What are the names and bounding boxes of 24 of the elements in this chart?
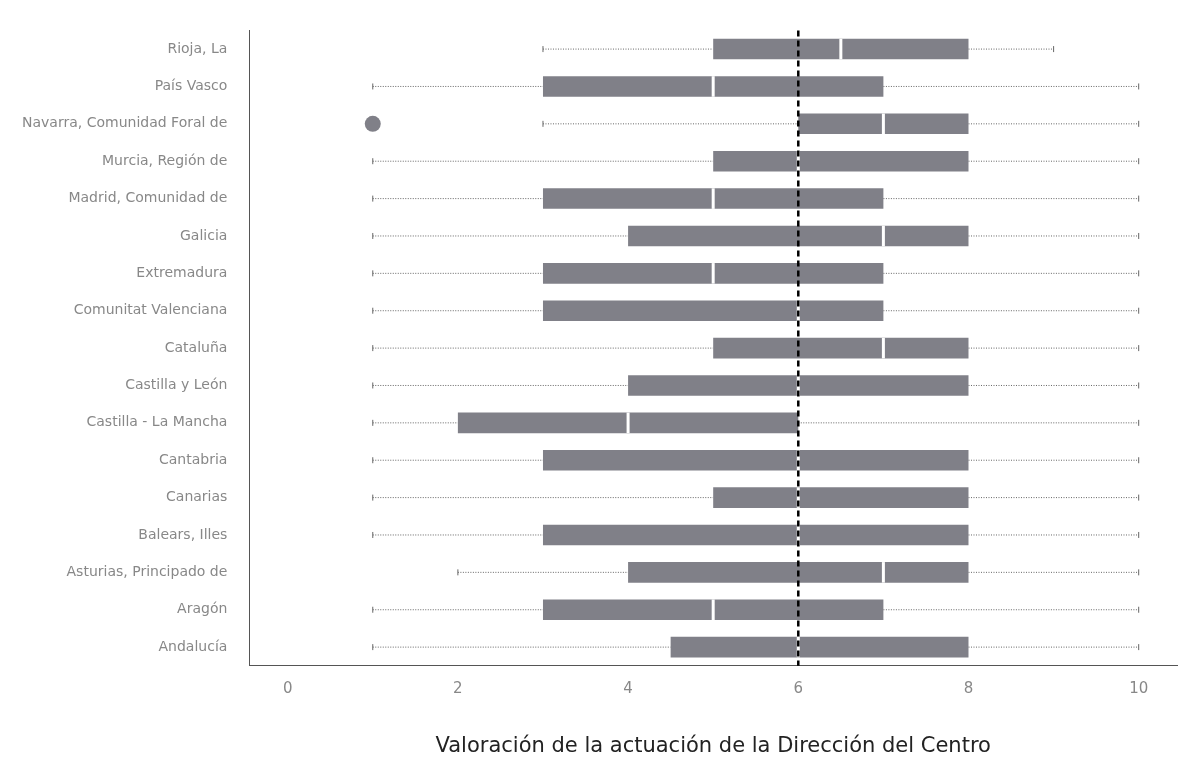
y-tick-label: Cataluña bbox=[164, 338, 228, 355]
y-tick-label: Madrid, Comunidad de bbox=[68, 189, 228, 206]
y-tick-label: Andalucía bbox=[158, 637, 228, 654]
y-tick-label: Rioja, La bbox=[167, 39, 228, 56]
y-tick-label: Castilla y León bbox=[125, 376, 228, 393]
x-tick-label: 0 bbox=[282, 678, 293, 697]
y-tick-label: Extremadura bbox=[136, 263, 228, 280]
y-tick-label: Galicia bbox=[180, 226, 228, 243]
y-tick-label: Cantabria bbox=[158, 450, 228, 467]
x-tick-label: 4 bbox=[623, 678, 633, 697]
y-tick-label: Canarias bbox=[166, 488, 228, 505]
x-tick-label: 6 bbox=[793, 678, 804, 697]
y-tick-label: Balears, Illes bbox=[138, 525, 228, 542]
x-tick-label: 8 bbox=[963, 678, 974, 697]
y-tick-label: País Vasco bbox=[154, 77, 228, 94]
y-tick-label: Comunitat Valenciana bbox=[73, 301, 228, 318]
y-tick-label: Aragón bbox=[177, 600, 228, 617]
x-tick-label: 2 bbox=[453, 678, 463, 697]
x-tick-label: 10 bbox=[1129, 678, 1149, 697]
y-tick-label: Murcia, Región de bbox=[102, 151, 228, 168]
x-axis-title: Valoración de la actuación de la Dirección del Centro bbox=[435, 732, 991, 757]
y-tick-label: Asturias, Principado de bbox=[66, 563, 228, 579]
y-tick-label: Navarra, Comunidad Foral de bbox=[22, 114, 228, 131]
y-tick-label: Castilla - La Mancha bbox=[86, 413, 228, 430]
